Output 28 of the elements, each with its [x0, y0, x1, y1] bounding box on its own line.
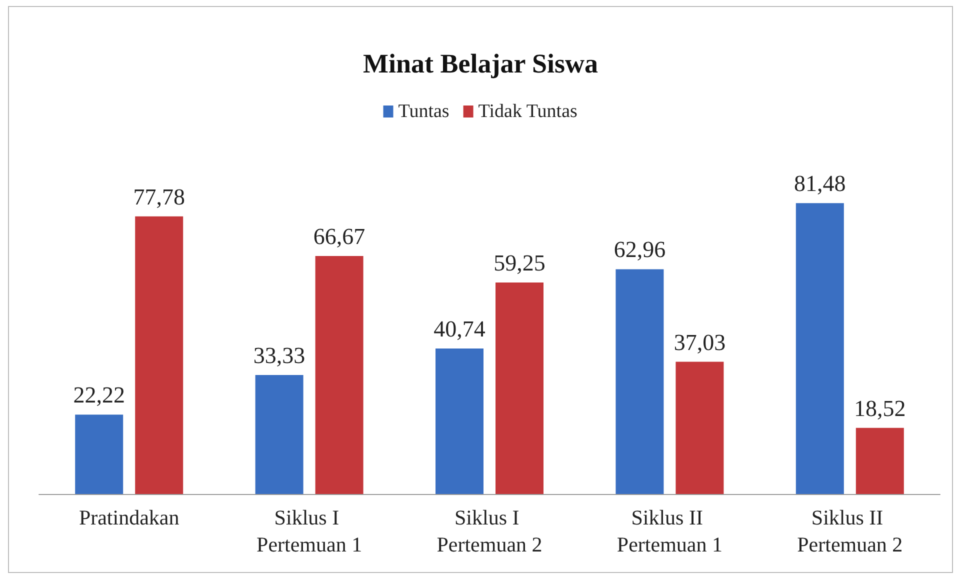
- data-label: 18,52: [854, 396, 906, 421]
- x-tick-label: Pratindakan: [78, 506, 180, 530]
- data-label: 77,78: [133, 184, 185, 210]
- legend-label: Tidak Tuntas: [478, 101, 578, 122]
- bar: [856, 428, 904, 494]
- data-label: 37,03: [674, 330, 726, 355]
- data-label: 81,48: [794, 171, 846, 196]
- x-tick-label: Siklus I Pertemuan 1: [256, 506, 362, 556]
- bar: [436, 348, 484, 494]
- bar: [496, 282, 544, 494]
- bar: [616, 269, 664, 494]
- data-label: 62,96: [614, 237, 666, 262]
- chart-title: Minat Belajar Siswa: [363, 48, 598, 78]
- data-label: 33,33: [253, 343, 306, 368]
- data-label: 40,74: [434, 316, 486, 342]
- x-tick-label: Siklus II Pertemuan 1: [616, 506, 722, 556]
- bar: [796, 203, 844, 494]
- bar: [135, 216, 184, 494]
- bar: [676, 362, 724, 494]
- x-tick-label: Siklus II Pertemuan 2: [797, 506, 903, 556]
- data-label: 59,25: [494, 250, 546, 276]
- data-label: 22,22: [73, 382, 125, 408]
- x-tick-label: Siklus I Pertemuan 2: [436, 506, 542, 556]
- bar: [315, 256, 364, 494]
- bar: [255, 375, 304, 494]
- data-label: 66,67: [313, 224, 366, 249]
- bar: [75, 414, 124, 494]
- legend-label: Tuntas: [398, 101, 450, 122]
